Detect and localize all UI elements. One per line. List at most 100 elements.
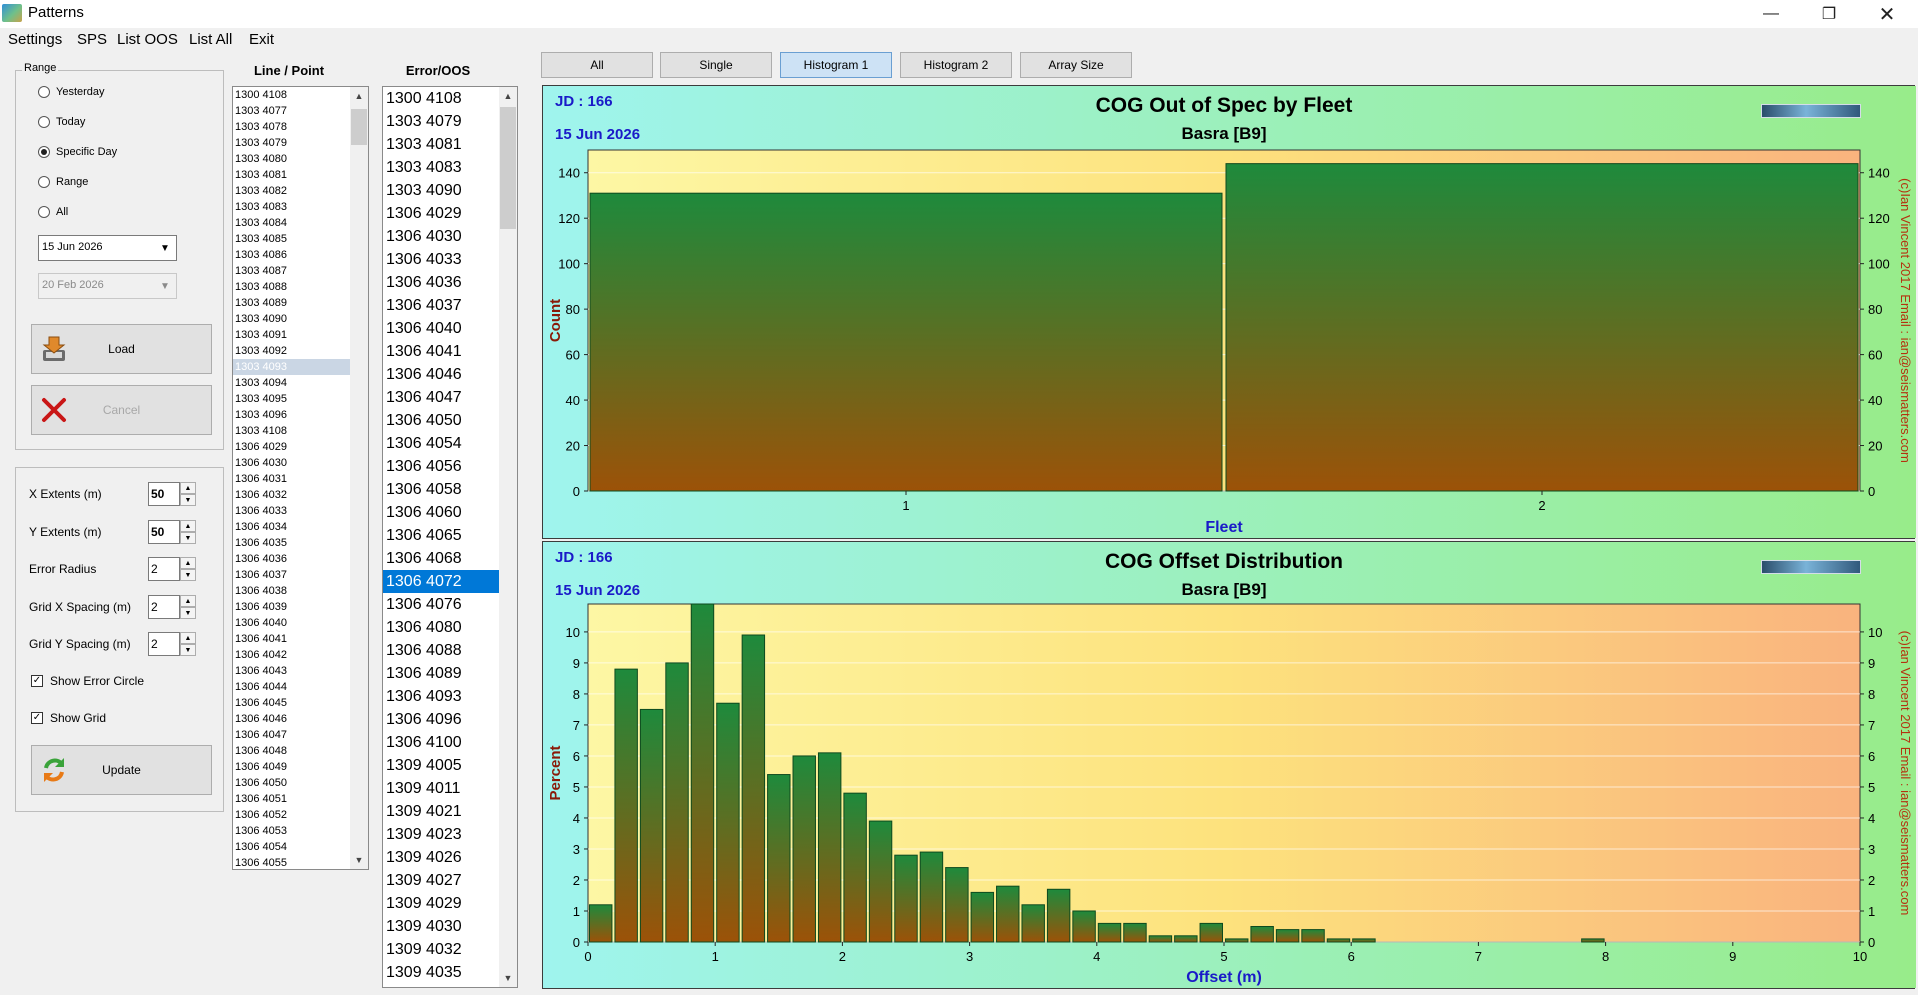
list-item[interactable]: 1303 4093 [233,359,350,375]
list-item[interactable]: 1303 4081 [386,136,462,153]
list-item[interactable]: 1303 4089 [235,297,287,309]
list-item[interactable]: 1306 4050 [386,412,462,429]
list-item[interactable]: 1306 4054 [235,841,287,853]
list-item[interactable]: 1303 4080 [235,153,287,165]
error-radius-stepper[interactable]: 2 ▲ ▼ [148,557,198,581]
list-item[interactable]: 1303 4086 [235,249,287,261]
list-item[interactable]: 1309 4029 [386,895,462,912]
list-item[interactable]: 1306 4037 [235,569,287,581]
list-item[interactable]: 1309 4030 [386,918,462,935]
list-item[interactable]: 1303 4090 [235,313,287,325]
list-item[interactable]: 1306 4052 [235,809,287,821]
list-item[interactable]: 1306 4035 [235,537,287,549]
list-item[interactable]: 1306 4041 [235,633,287,645]
list-item[interactable]: 1303 4094 [235,377,287,389]
list-item[interactable]: 1306 4039 [235,601,287,613]
scroll-down-icon[interactable]: ▼ [354,855,364,865]
list-item[interactable]: 1306 4055 [235,857,287,869]
x-extents-value[interactable]: 50 [148,482,180,506]
list-item[interactable]: 1309 4023 [386,826,462,843]
list-item[interactable]: 1303 4082 [235,185,287,197]
list-item[interactable]: 1306 4050 [235,777,287,789]
list-item[interactable]: 1306 4030 [235,457,287,469]
list-item[interactable]: 1306 4040 [386,320,462,337]
list-item[interactable]: 1306 4053 [235,825,287,837]
list-item[interactable]: 1306 4065 [386,527,462,544]
tab-histogram-1[interactable]: Histogram 1 [780,52,892,78]
update-button[interactable]: Update [31,745,212,795]
show-error-circle-checkbox[interactable]: ✓ Show Error Circle [31,674,144,688]
radio-all[interactable]: All [38,206,68,218]
scroll-thumb[interactable] [351,109,367,145]
list-item[interactable]: 1306 4046 [235,713,287,725]
list-item[interactable]: 1309 4026 [386,849,462,866]
list-item[interactable]: 1303 4092 [235,345,287,357]
tab-single[interactable]: Single [660,52,772,78]
list-item[interactable]: 1303 4083 [386,159,462,176]
list-item[interactable]: 1303 4095 [235,393,287,405]
list-item[interactable]: 1300 4108 [386,90,462,107]
list-item[interactable]: 1306 4029 [386,205,462,222]
spin-down-icon[interactable]: ▼ [180,494,196,506]
list-item[interactable]: 1303 4085 [235,233,287,245]
list-item[interactable]: 1306 4060 [386,504,462,521]
list-item[interactable]: 1303 4077 [235,105,287,117]
error-oos-scrollbar[interactable]: ▲ ▼ [499,87,517,987]
list-item[interactable]: 1300 4108 [235,89,287,101]
list-item[interactable]: 1303 4083 [235,201,287,213]
tab-histogram-2[interactable]: Histogram 2 [900,52,1012,78]
list-item[interactable]: 1306 4032 [235,489,287,501]
list-item[interactable]: 1303 4084 [235,217,287,229]
tab-all[interactable]: All [541,52,653,78]
list-item[interactable]: 1309 4032 [386,941,462,958]
error-radius-value[interactable]: 2 [148,557,180,581]
list-item[interactable]: 1306 4036 [386,274,462,291]
list-item[interactable]: 1306 4100 [386,734,462,751]
list-item[interactable]: 1306 4096 [386,711,462,728]
list-item[interactable]: 1306 4029 [235,441,287,453]
list-item[interactable]: 1303 4091 [235,329,287,341]
list-item[interactable]: 1306 4042 [235,649,287,661]
list-item[interactable]: 1303 4088 [235,281,287,293]
list-item[interactable]: 1306 4038 [235,585,287,597]
list-item[interactable]: 1306 4068 [386,550,462,567]
date-picker-start[interactable]: 15 Jun 2026 ▼ [38,235,177,261]
menu-sps[interactable]: SPS [77,31,108,48]
grid-y-spacing-stepper[interactable]: 2 ▲ ▼ [148,632,198,656]
list-item[interactable]: 1306 4049 [235,761,287,773]
list-item[interactable]: 1303 4096 [235,409,287,421]
list-item[interactable]: 1306 4048 [235,745,287,757]
list-item[interactable]: 1306 4089 [386,665,462,682]
radio-today[interactable]: Today [38,116,85,128]
list-item[interactable]: 1303 4090 [386,182,462,199]
list-item[interactable]: 1309 4027 [386,872,462,889]
list-item[interactable]: 1303 4108 [235,425,287,437]
line-point-list[interactable]: 1300 4108 1303 4077 1303 4078 1303 4079 1303… [232,86,369,870]
spin-down-icon[interactable]: ▼ [180,607,196,619]
spin-up-icon[interactable]: ▲ [180,595,196,607]
list-item[interactable]: 1306 4051 [235,793,287,805]
list-item[interactable]: 1303 4081 [235,169,287,181]
list-item[interactable]: 1306 4041 [386,343,462,360]
y-extents-stepper[interactable]: 50 ▲ ▼ [148,520,198,544]
list-item[interactable]: 1306 4034 [235,521,287,533]
list-item[interactable]: 1306 4056 [386,458,462,475]
menu-list-oos[interactable]: List OOS [117,31,178,48]
list-item[interactable]: 1306 4080 [386,619,462,636]
spin-down-icon[interactable]: ▼ [180,569,196,581]
show-grid-checkbox[interactable]: ✓ Show Grid [31,711,106,725]
tab-array-size[interactable]: Array Size [1020,52,1132,78]
list-item[interactable]: 1309 4021 [386,803,462,820]
list-item[interactable]: 1309 4005 [386,757,462,774]
radio-yesterday[interactable]: Yesterday [38,86,105,98]
scroll-down-icon[interactable]: ▼ [503,973,513,983]
spin-down-icon[interactable]: ▼ [180,644,196,656]
list-item[interactable]: 1306 4044 [235,681,287,693]
list-item[interactable]: 1309 4011 [386,780,461,797]
grid-x-spacing-stepper[interactable]: 2 ▲ ▼ [148,595,198,619]
spin-up-icon[interactable]: ▲ [180,632,196,644]
chevron-down-icon[interactable]: ▼ [160,242,170,254]
grid-y-spacing-value[interactable]: 2 [148,632,180,656]
list-item[interactable]: 1306 4036 [235,553,287,565]
list-item[interactable]: 1306 4033 [235,505,287,517]
